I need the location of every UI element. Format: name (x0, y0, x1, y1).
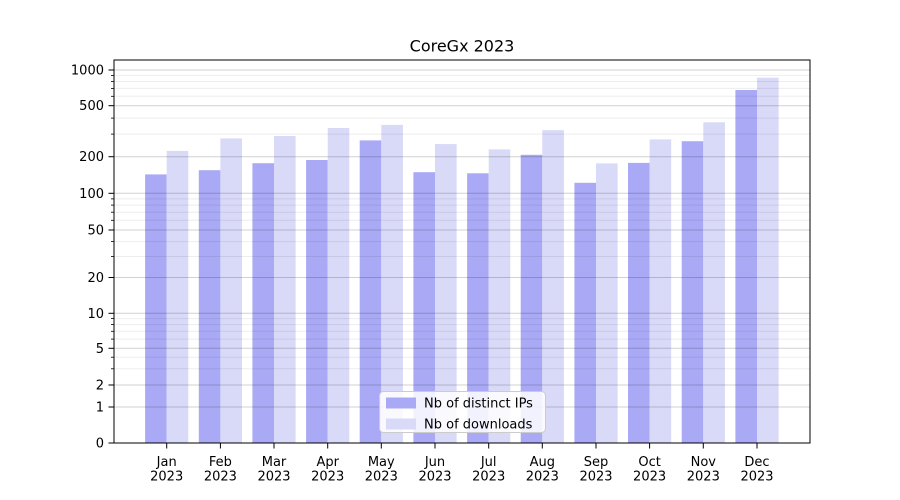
y-tick-label-0: 0 (96, 437, 104, 452)
y-tick-label-10: 10 (87, 307, 104, 322)
bar-nb-of-distinct-ips-jan-2023 (145, 174, 167, 443)
x-tick-label-dec-2023: Dec 2023 (740, 455, 773, 485)
legend-swatch-distinct-ips (386, 397, 416, 409)
bar-nb-of-downloads-feb-2023 (220, 138, 242, 443)
bar-nb-of-distinct-ips-oct-2023 (628, 162, 650, 443)
legend-label-distinct-ips: Nb of distinct IPs (424, 397, 533, 412)
bar-nb-of-downloads-sep-2023 (596, 163, 618, 443)
y-tick-label-20: 20 (87, 271, 104, 286)
legend-label-downloads: Nb of downloads (424, 418, 533, 433)
plot-frame (113, 59, 811, 444)
y-tick-label-2: 2 (96, 379, 104, 394)
bars-layer (145, 77, 779, 444)
bar-nb-of-distinct-ips-feb-2023 (198, 170, 221, 443)
bar-nb-of-downloads-apr-2023 (327, 128, 350, 443)
bar-nb-of-distinct-ips-aug-2023 (520, 154, 543, 444)
bar-nb-of-distinct-ips-jun-2023 (413, 172, 435, 443)
y-tick-label-200: 200 (79, 150, 104, 165)
y-tick-label-100: 100 (79, 187, 104, 202)
chart-title: CoreGx 2023 (410, 37, 515, 56)
x-tick-label-jan-2023: Jan 2023 (150, 455, 183, 485)
bar-nb-of-distinct-ips-mar-2023 (252, 163, 274, 443)
legend: Nb of distinct IPs Nb of downloads (379, 391, 546, 433)
legend-swatch-downloads (386, 418, 416, 430)
y-tick-label-1: 1 (96, 401, 104, 416)
x-tick-label-jun-2023: Jun 2023 (418, 455, 451, 485)
bar-nb-of-downloads-jul-2023 (488, 149, 511, 443)
bar-nb-of-distinct-ips-may-2023 (359, 140, 382, 443)
y-tick-label-1000: 1000 (71, 64, 104, 79)
y-tick-label-500: 500 (79, 99, 104, 114)
x-tick-label-oct-2023: Oct 2023 (633, 455, 666, 485)
x-tick-label-aug-2023: Aug 2023 (526, 455, 559, 485)
bar-nb-of-downloads-aug-2023 (542, 130, 564, 443)
bar-nb-of-distinct-ips-nov-2023 (681, 141, 704, 443)
bar-nb-of-downloads-oct-2023 (649, 139, 672, 443)
y-tick-label-50: 50 (87, 224, 104, 239)
x-tick-label-jul-2023: Jul 2023 (472, 455, 505, 485)
bar-nb-of-downloads-nov-2023 (703, 122, 725, 444)
bar-nb-of-downloads-jan-2023 (166, 150, 189, 443)
x-tick-label-sep-2023: Sep 2023 (579, 455, 612, 485)
x-tick-label-mar-2023: Mar 2023 (257, 455, 290, 485)
bar-nb-of-distinct-ips-dec-2023 (735, 90, 757, 443)
bar-nb-of-downloads-mar-2023 (274, 136, 296, 443)
y-tick-label-5: 5 (96, 342, 104, 357)
legend-box (379, 391, 546, 433)
y-axis: 0 1 2 5 10 20 50 100 200 500 1000 (71, 64, 114, 452)
bar-nb-of-downloads-jun-2023 (435, 144, 457, 443)
grid-layer (114, 69, 810, 408)
x-axis: Jan 2023 Feb 2023 Mar 2023 Apr 2023 May 2023 Jun 20… (150, 443, 774, 485)
bar-nb-of-distinct-ips-apr-2023 (306, 160, 328, 443)
bar-nb-of-downloads-dec-2023 (757, 77, 779, 443)
bar-nb-of-downloads-may-2023 (381, 124, 403, 444)
bar-nb-of-distinct-ips-jul-2023 (467, 173, 489, 444)
bar-nb-of-distinct-ips-sep-2023 (574, 182, 596, 444)
x-tick-label-nov-2023: Nov 2023 (687, 455, 720, 485)
x-tick-label-may-2023: May 2023 (365, 455, 398, 485)
x-tick-label-feb-2023: Feb 2023 (204, 455, 237, 485)
x-tick-label-apr-2023: Apr 2023 (311, 455, 344, 485)
